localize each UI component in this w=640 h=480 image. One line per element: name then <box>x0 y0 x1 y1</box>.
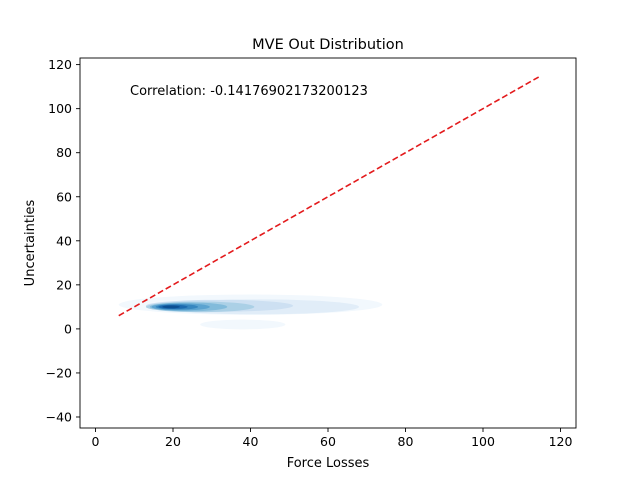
chart-title: MVE Out Distribution <box>252 37 404 53</box>
x-tick-label: 20 <box>165 434 181 449</box>
x-tick-label: 40 <box>243 434 259 449</box>
density-layer <box>118 294 383 330</box>
y-tick-label: 40 <box>56 233 72 248</box>
x-axis-label: Force Losses <box>287 456 370 471</box>
y-tick-label: 20 <box>56 277 72 292</box>
y-axis-label: Uncertainties <box>23 199 38 286</box>
y-tick-label: 80 <box>56 145 72 160</box>
y-tick-label: 0 <box>64 321 72 336</box>
y-tick-label: 120 <box>48 57 72 72</box>
density-contour-9 <box>162 305 180 309</box>
y-tick-label: −20 <box>46 365 72 380</box>
y-tick-label: −40 <box>46 409 72 424</box>
x-tick-label: 80 <box>398 434 414 449</box>
density-contour-1 <box>200 319 286 330</box>
x-tick-label: 120 <box>549 434 573 449</box>
y-tick-label: 60 <box>56 189 72 204</box>
reference-line <box>118 74 542 317</box>
x-tick-label: 60 <box>320 434 336 449</box>
y-axis-ticks: −40 −20 0 20 40 60 80 100 120 <box>46 57 80 424</box>
x-axis-ticks: 0 20 40 60 80 100 120 <box>92 428 573 449</box>
plot-frame <box>79 57 577 429</box>
x-tick-label: 100 <box>471 434 495 449</box>
correlation-annotation: Correlation: -0.14176902173200123 <box>130 84 368 99</box>
y-tick-label: 100 <box>48 101 72 116</box>
x-tick-label: 0 <box>92 434 100 449</box>
